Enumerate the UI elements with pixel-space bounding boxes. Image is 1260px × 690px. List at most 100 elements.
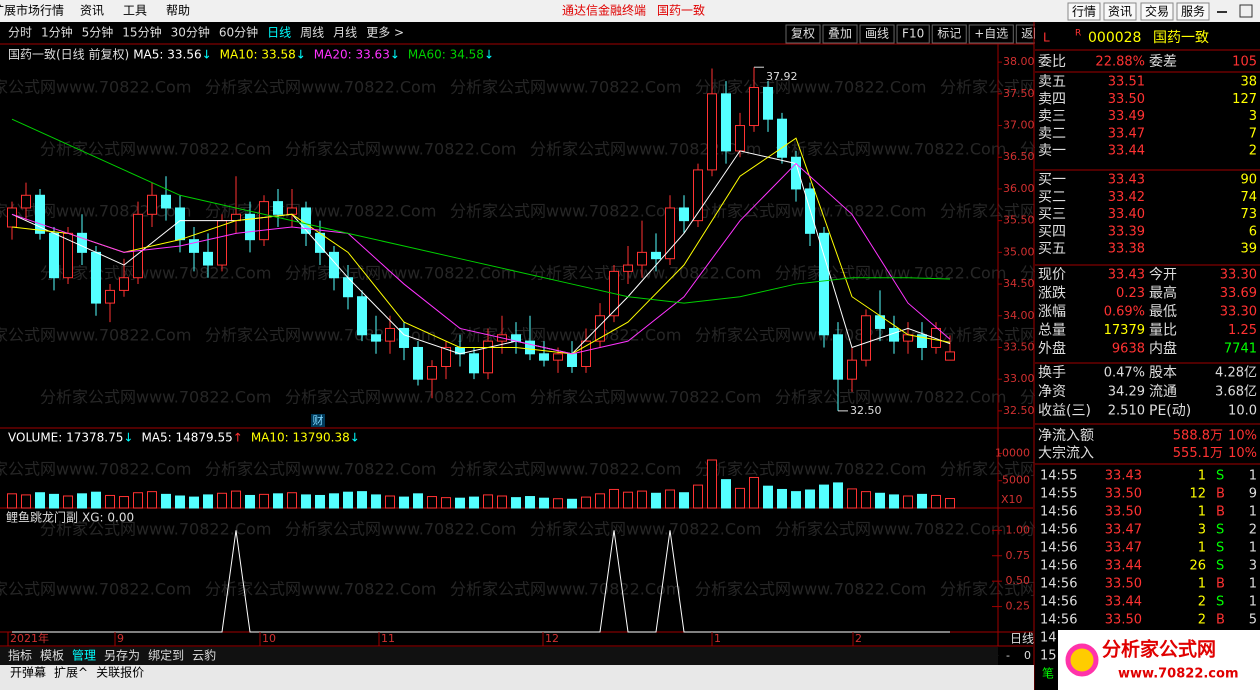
tab[interactable]: 管理	[72, 648, 96, 663]
volume-bar	[273, 493, 283, 509]
watermark: 分析家公式网www.70822.Com	[285, 264, 516, 283]
date-label: 12	[545, 632, 559, 645]
volume-bar	[427, 496, 437, 509]
volume-bar	[931, 494, 941, 509]
trade-count: 1	[1249, 577, 1257, 592]
period-tab[interactable]: 5分钟	[82, 25, 114, 40]
zoom-control[interactable]: -	[1006, 649, 1010, 662]
tab[interactable]: 开弹幕	[10, 666, 46, 680]
trade-time: 14:56	[1040, 505, 1077, 520]
field-value: 33.43	[1108, 268, 1145, 283]
candle-body	[777, 118, 787, 158]
watermark: 分析家公式网www.70822.Com	[450, 460, 681, 479]
candle-body	[49, 232, 59, 279]
tab[interactable]: 另存为	[104, 649, 140, 663]
field-label: 量比	[1149, 323, 1177, 339]
zoom-control[interactable]: 0	[1024, 649, 1031, 662]
order-volume: 6	[1249, 224, 1257, 239]
watermark: 分析家公式网www.70822.Com	[775, 264, 1006, 283]
tab[interactable]: 扩展^	[54, 666, 88, 680]
tool-button[interactable]: F10	[902, 27, 924, 41]
flow-value: 555.1万	[1173, 446, 1223, 461]
tab[interactable]: 模板	[40, 649, 64, 663]
flow-share: 10%	[1228, 429, 1257, 444]
app-stock: 国药一致	[657, 4, 705, 18]
legend-arrow: ↓	[296, 48, 306, 62]
volume-bar	[665, 489, 675, 509]
period-tab[interactable]: 30分钟	[171, 25, 210, 40]
volume-bar	[217, 492, 227, 509]
candle-body	[945, 351, 955, 361]
date-label: 1	[714, 632, 721, 645]
volume-bar	[91, 491, 101, 509]
tool-button[interactable]: 叠加	[828, 27, 852, 41]
panel-tab[interactable]: 笔	[1042, 666, 1054, 681]
period-tab[interactable]: 60分钟	[219, 25, 258, 40]
trade-volume: 12	[1189, 487, 1206, 502]
order-label: 买一	[1038, 172, 1066, 188]
period-tab[interactable]: 1分钟	[41, 25, 73, 40]
tool-button[interactable]: +自选	[974, 27, 1008, 41]
order-price: 33.43	[1108, 173, 1145, 188]
candle-body	[707, 93, 717, 171]
tool-button[interactable]: 复权	[791, 27, 815, 41]
order-label: 卖五	[1038, 74, 1066, 90]
volume-bar	[175, 495, 185, 509]
period-tab[interactable]: 月线	[333, 26, 357, 40]
period-tab[interactable]: 周线	[300, 26, 324, 40]
candle-body	[539, 353, 549, 361]
y-tick-label: 33.00	[1003, 372, 1035, 385]
trade-time: 14:56	[1040, 577, 1077, 592]
tool-button[interactable]: 标记	[937, 27, 961, 41]
field-value: 33.30	[1220, 268, 1257, 283]
tool-button[interactable]: 画线	[865, 27, 889, 41]
volume-bar	[595, 493, 605, 509]
date-label: 9	[117, 632, 124, 645]
menu-button-label[interactable]: 服务	[1181, 4, 1205, 19]
menu-item[interactable]: 资讯	[80, 4, 104, 18]
menu-button-label[interactable]: 资讯	[1108, 5, 1132, 19]
field-value: 3.68亿	[1215, 385, 1257, 400]
field-label: 最低	[1149, 304, 1177, 320]
menu-item[interactable]: 工具	[123, 4, 147, 18]
menu-button-label[interactable]: 行情	[1072, 5, 1096, 19]
tab[interactable]: 云豹	[192, 648, 216, 663]
order-volume: 127	[1232, 92, 1257, 107]
trade-time: 14:56	[1040, 523, 1077, 538]
field-label: 委比	[1038, 54, 1066, 70]
tab-bar	[0, 647, 998, 665]
window-close[interactable]	[1239, 4, 1253, 18]
menu-item[interactable]: 扩展市场行情	[0, 3, 64, 18]
volume-bar	[847, 488, 857, 509]
period-tab[interactable]: 分时	[8, 26, 32, 40]
flag: R	[1075, 29, 1081, 39]
candle-body	[329, 251, 339, 279]
field-value: 0.23	[1116, 286, 1145, 301]
y-tick-label: 5000	[1002, 474, 1030, 487]
tab[interactable]: 指标	[8, 648, 32, 663]
menu-button-label[interactable]: 交易	[1145, 4, 1169, 19]
trade-count: 1	[1249, 595, 1257, 610]
period-tab[interactable]: 15分钟	[122, 25, 161, 40]
trade-time: 14:56	[1040, 559, 1077, 574]
tab[interactable]: 关联报价	[96, 665, 144, 680]
candle-body	[581, 340, 591, 367]
order-price: 33.40	[1108, 207, 1145, 222]
period-tab[interactable]: 日线	[267, 26, 291, 40]
tab[interactable]: 绑定到	[148, 648, 184, 663]
watermark: 分析家公式网www.70822.Com	[450, 202, 681, 221]
watermark: 分析家公式网www.70822.Com	[775, 140, 1006, 159]
volume-bar	[259, 493, 269, 509]
menu-item[interactable]: 帮助	[166, 4, 190, 18]
trade-time: 14:56	[1040, 541, 1077, 556]
candle-body	[595, 315, 605, 342]
volume-bar	[917, 493, 927, 509]
candle-body	[441, 346, 451, 367]
menu-button	[1067, 2, 1101, 21]
candle-body	[735, 125, 745, 152]
legend-entry: MA20: 33.63	[314, 48, 390, 62]
candle-body	[7, 207, 17, 228]
candle-body	[231, 213, 241, 222]
period-tab[interactable]: 更多 >	[366, 26, 404, 40]
tool-button-frame	[968, 24, 1014, 44]
